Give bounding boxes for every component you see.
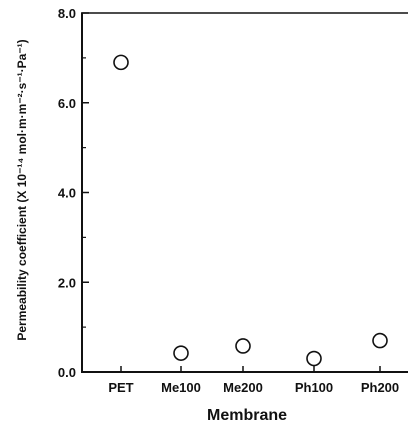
data-point — [306, 350, 322, 367]
x-tick-label: Me100 — [161, 380, 201, 395]
data-points — [113, 54, 388, 367]
x-tick-label: Ph200 — [361, 380, 399, 395]
x-axis: PET Me100 Me200 Ph100 Ph200 — [108, 366, 399, 395]
plot-frame — [81, 12, 408, 373]
data-point — [113, 54, 129, 71]
y-axis-title: Permeability coefficient (X 10⁻¹⁴ mol·m·… — [15, 39, 29, 340]
x-tick-label: Me200 — [223, 380, 263, 395]
data-point — [372, 332, 388, 349]
data-point — [235, 338, 251, 354]
x-tick-label: Ph100 — [295, 380, 333, 395]
data-point — [173, 345, 189, 361]
y-tick-label: 2.0 — [58, 275, 76, 290]
y-axis: 0.0 2.0 4.0 6.0 8.0 — [58, 6, 89, 380]
x-axis-title: Membrane — [207, 407, 287, 424]
x-tick-label: PET — [108, 380, 133, 395]
y-tick-label: 6.0 — [58, 96, 76, 111]
y-tick-label: 8.0 — [58, 6, 76, 21]
y-tick-label: 0.0 — [58, 365, 76, 380]
y-tick-label: 4.0 — [58, 186, 76, 201]
